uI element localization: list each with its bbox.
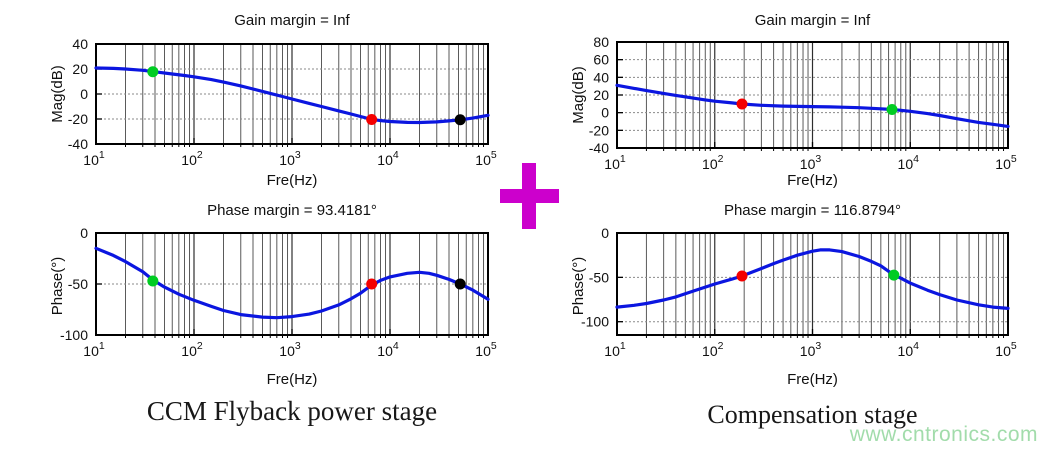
caption-flyback-stage: CCM Flyback power stage [146, 396, 438, 426]
green-marker [888, 269, 900, 281]
bode-curve [94, 246, 490, 320]
x-tick-label: 105 [995, 340, 1017, 359]
y-tick-label: -100 [60, 327, 88, 343]
green-marker [147, 275, 159, 287]
black-marker [454, 278, 466, 290]
bode-curve [615, 248, 1010, 311]
gain-margin-title-compensation: Gain margin = Inf [754, 12, 871, 29]
green-marker [147, 66, 159, 78]
x-tick-label: 103 [800, 153, 822, 172]
x-tick-label: 103 [800, 340, 822, 359]
y-axis-label-flyback-mag: Mag(dB) [49, 65, 66, 123]
red-marker [736, 270, 748, 282]
x-tick-label: 104 [898, 340, 920, 359]
bode-phase-plot-compensation: 0 -50 -100 101 102 103 104 105 [581, 225, 1017, 359]
x-axis-label-comp-phase: Fre(Hz) [787, 371, 838, 388]
plus-icon [500, 163, 559, 229]
y-tick-label: 40 [593, 69, 609, 85]
y-tick-label: 0 [80, 225, 88, 241]
y-axis-label-comp-mag: Mag(dB) [570, 66, 587, 124]
x-tick-label: 104 [377, 340, 399, 359]
x-tick-label: 103 [279, 149, 301, 168]
y-tick-label: -20 [68, 111, 88, 127]
phase-margin-title-compensation: Phase margin = 116.8794° [723, 202, 902, 219]
x-tick-label: 103 [279, 340, 301, 359]
x-axis-label-flyback-phase: Fre(Hz) [266, 371, 318, 388]
y-tick-label: -40 [68, 136, 88, 152]
red-marker [736, 98, 748, 110]
bode-curve [94, 66, 490, 125]
watermark-text: www.cntronics.com [849, 423, 1038, 446]
y-tick-label: -40 [589, 140, 609, 156]
x-tick-label: 104 [377, 149, 399, 168]
x-axis-label-flyback-mag: Fre(Hz) [266, 172, 318, 189]
y-tick-label: -100 [581, 314, 609, 330]
y-tick-label: 20 [72, 61, 88, 77]
y-tick-label: -50 [589, 269, 609, 285]
x-tick-label: 101 [83, 340, 105, 359]
y-tick-label: 60 [593, 52, 609, 68]
x-tick-label: 102 [702, 153, 724, 172]
x-tick-label: 105 [995, 153, 1017, 172]
bode-curve [615, 83, 1010, 129]
gain-margin-title-flyback: Gain margin = Inf [234, 12, 350, 29]
x-tick-label: 101 [83, 149, 105, 168]
y-tick-label: -20 [589, 122, 609, 138]
plus-vertical-bar [522, 163, 536, 229]
black-marker [454, 114, 466, 126]
phase-margin-title-flyback: Phase margin = 93.4181° [207, 202, 377, 219]
x-tick-label: 104 [898, 153, 920, 172]
x-tick-label: 105 [475, 149, 497, 168]
red-marker [366, 114, 378, 125]
y-tick-label: -50 [68, 276, 88, 292]
y-tick-label: 20 [593, 87, 609, 103]
x-axis-label-comp-mag: Fre(Hz) [787, 172, 838, 189]
x-tick-label: 101 [604, 153, 626, 172]
y-tick-label: 0 [80, 86, 88, 102]
green-marker [886, 103, 898, 115]
x-tick-label: 102 [181, 340, 203, 359]
y-axis-label-comp-phase: Phase(°) [570, 256, 587, 316]
x-tick-label: 102 [181, 149, 203, 168]
x-tick-label: 105 [475, 340, 497, 359]
y-tick-label: 0 [601, 105, 609, 121]
red-marker [366, 278, 378, 290]
x-tick-label: 101 [604, 340, 626, 359]
y-tick-label: 40 [72, 36, 88, 52]
y-tick-label: 0 [601, 225, 609, 241]
y-axis-label-flyback-phase: Phase(°) [49, 256, 66, 316]
x-tick-label: 102 [702, 340, 724, 359]
y-tick-label: 80 [593, 34, 609, 50]
caption-compensation-stage: Compensation stage [707, 400, 918, 429]
